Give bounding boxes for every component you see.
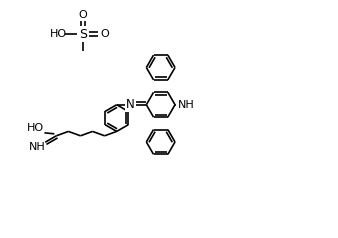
Text: O: O [79,10,88,20]
Text: N: N [126,98,135,111]
Text: HO: HO [50,29,67,39]
Text: NH: NH [29,142,46,152]
Text: S: S [79,28,87,40]
Text: HO: HO [27,123,44,133]
Text: O: O [100,29,109,39]
Text: NH: NH [177,100,194,110]
